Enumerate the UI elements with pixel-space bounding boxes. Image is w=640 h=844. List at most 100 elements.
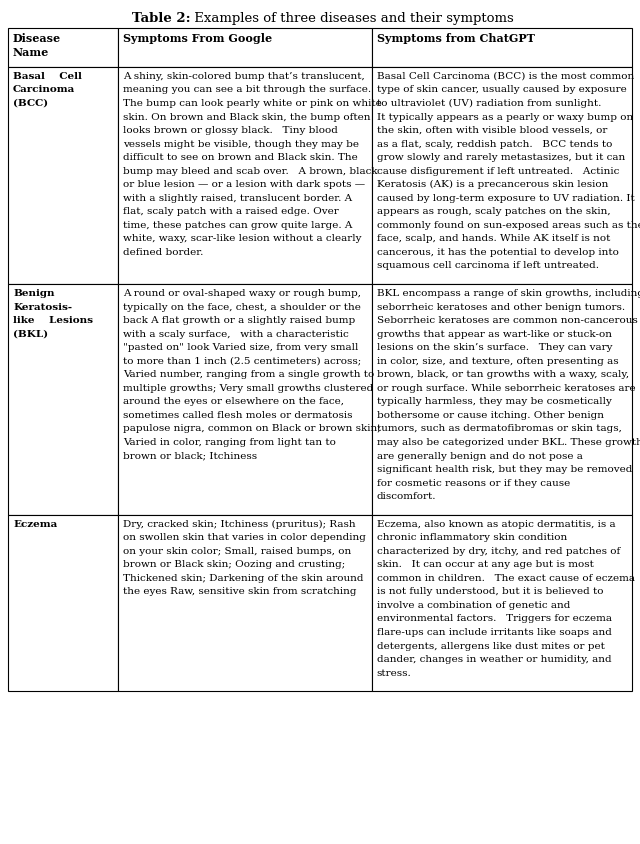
Text: with a slightly raised, translucent border. A: with a slightly raised, translucent bord… [123,194,352,203]
Text: discomfort.: discomfort. [377,492,436,501]
Text: common in children.   The exact cause of eczema: common in children. The exact cause of e… [377,574,635,583]
Bar [8,28,118,67]
Text: grow slowly and rarely metastasizes, but it can: grow slowly and rarely metastasizes, but… [377,153,625,162]
Text: seborrheic keratoses and other benign tumors.: seborrheic keratoses and other benign tu… [377,302,625,311]
Text: lesions on the skin’s surface.   They can vary: lesions on the skin’s surface. They can … [377,344,612,352]
Text: bump may bleed and scab over.   A brown, black: bump may bleed and scab over. A brown, b… [123,166,378,176]
Text: brown or black; Itchiness: brown or black; Itchiness [123,452,257,461]
Text: Symptoms from ChatGPT: Symptoms from ChatGPT [377,33,534,44]
Text: to more than 1 inch (2.5 centimeters) across;: to more than 1 inch (2.5 centimeters) ac… [123,357,368,365]
Text: around the eyes or elsewhere on the face,: around the eyes or elsewhere on the face… [123,398,344,406]
Text: bothersome or cause itching. Other benign: bothersome or cause itching. Other benig… [377,411,604,419]
Text: BKL encompass a range of skin growths, including: BKL encompass a range of skin growths, i… [377,289,640,298]
Text: is not fully understood, but it is believed to: is not fully understood, but it is belie… [377,587,603,597]
Bar [118,67,372,284]
Text: Basal Cell Carcinoma (BCC) is the most common: Basal Cell Carcinoma (BCC) is the most c… [377,72,634,81]
Text: (BCC): (BCC) [13,99,48,108]
Text: Name: Name [13,47,49,58]
Text: meaning you can see a bit through the surface.: meaning you can see a bit through the su… [123,85,378,95]
Text: multiple growths; Very small growths clustered: multiple growths; Very small growths clu… [123,384,373,392]
Text: for cosmetic reasons or if they cause: for cosmetic reasons or if they cause [377,479,570,488]
Text: are generally benign and do not pose a: are generally benign and do not pose a [377,452,582,461]
Text: Keratosis-: Keratosis- [13,302,72,311]
Text: (BKL): (BKL) [13,330,48,338]
Text: cancerous, it has the potential to develop into: cancerous, it has the potential to devel… [377,248,618,257]
Text: Varied in color, ranging from light tan to: Varied in color, ranging from light tan … [123,438,336,447]
Text: Dry, cracked skin; Itchiness (pruritus); Rash: Dry, cracked skin; Itchiness (pruritus);… [123,520,356,529]
Text: growths that appear as wart-like or stuck-on: growths that appear as wart-like or stuc… [377,330,612,338]
Text: It typically appears as a pearly or waxy bump on: It typically appears as a pearly or waxy… [377,112,633,122]
Text: Disease: Disease [13,33,61,44]
Text: typically on the face, chest, a shoulder or the: typically on the face, chest, a shoulder… [123,302,361,311]
Text: vessels might be visible, though they may be: vessels might be visible, though they ma… [123,139,359,149]
Text: significant health risk, but they may be removed: significant health risk, but they may be… [377,465,632,474]
Text: A shiny, skin-colored bump that’s translucent,: A shiny, skin-colored bump that’s transl… [123,72,365,81]
Bar [118,515,372,691]
Text: Seborrheic keratoses are common non-cancerous: Seborrheic keratoses are common non-canc… [377,316,637,325]
Text: commonly found on sun-exposed areas such as the: commonly found on sun-exposed areas such… [377,221,640,230]
Text: the eyes Raw, sensitive skin from scratching: the eyes Raw, sensitive skin from scratc… [123,587,356,597]
Text: face, scalp, and hands. While AK itself is not: face, scalp, and hands. While AK itself … [377,235,610,243]
Text: environmental factors.   Triggers for eczema: environmental factors. Triggers for ecze… [377,614,612,624]
Text: The bump can look pearly white or pink on white: The bump can look pearly white or pink o… [123,99,382,108]
Text: defined border.: defined border. [123,248,204,257]
Text: cause disfigurement if left untreated.   Actinic: cause disfigurement if left untreated. A… [377,166,619,176]
Text: detergents, allergens like dust mites or pet: detergents, allergens like dust mites or… [377,641,605,651]
Text: involve a combination of genetic and: involve a combination of genetic and [377,601,570,610]
Text: Examples of three diseases and their symptoms: Examples of three diseases and their sym… [190,12,514,25]
Text: flare-ups can include irritants like soaps and: flare-ups can include irritants like soa… [377,628,612,637]
Text: as a flat, scaly, reddish patch.   BCC tends to: as a flat, scaly, reddish patch. BCC ten… [377,139,612,149]
Text: Basal    Cell: Basal Cell [13,72,82,81]
Text: Keratosis (AK) is a precancerous skin lesion: Keratosis (AK) is a precancerous skin le… [377,181,608,189]
Text: on swollen skin that varies in color depending: on swollen skin that varies in color dep… [123,533,366,542]
Text: Varied number, ranging from a single growth to: Varied number, ranging from a single gro… [123,371,374,379]
Text: may also be categorized under BKL. These growths: may also be categorized under BKL. These… [377,438,640,447]
Bar [8,67,118,284]
Text: sometimes called flesh moles or dermatosis: sometimes called flesh moles or dermatos… [123,411,353,419]
Text: type of skin cancer, usually caused by exposure: type of skin cancer, usually caused by e… [377,85,627,95]
Text: brown, black, or tan growths with a waxy, scaly,: brown, black, or tan growths with a waxy… [377,371,628,379]
Text: Thickened skin; Darkening of the skin around: Thickened skin; Darkening of the skin ar… [123,574,364,583]
Text: tumors, such as dermatofibromas or skin tags,: tumors, such as dermatofibromas or skin … [377,425,621,434]
Text: Table 2:: Table 2: [131,12,190,25]
Text: skin. On brown and Black skin, the bump often: skin. On brown and Black skin, the bump … [123,112,371,122]
Text: or rough surface. While seborrheic keratoses are: or rough surface. While seborrheic kerat… [377,384,636,392]
Text: in color, size, and texture, often presenting as: in color, size, and texture, often prese… [377,357,618,365]
Text: chronic inflammatory skin condition: chronic inflammatory skin condition [377,533,567,542]
Text: looks brown or glossy black.   Tiny blood: looks brown or glossy black. Tiny blood [123,126,338,135]
Bar [8,284,118,515]
Text: Benign: Benign [13,289,54,298]
Text: white, waxy, scar-like lesion without a clearly: white, waxy, scar-like lesion without a … [123,235,362,243]
Text: stress.: stress. [377,668,412,678]
Text: skin.   It can occur at any age but is most: skin. It can occur at any age but is mos… [377,560,593,570]
Text: A round or oval-shaped waxy or rough bump,: A round or oval-shaped waxy or rough bum… [123,289,361,298]
Text: typically harmless, they may be cosmetically: typically harmless, they may be cosmetic… [377,398,612,406]
Text: papulose nigra, common on Black or brown skin;: papulose nigra, common on Black or brown… [123,425,381,434]
Text: difficult to see on brown and Black skin. The: difficult to see on brown and Black skin… [123,153,358,162]
Text: appears as rough, scaly patches on the skin,: appears as rough, scaly patches on the s… [377,208,611,216]
Bar [372,67,632,284]
Text: squamous cell carcinoma if left untreated.: squamous cell carcinoma if left untreate… [377,262,598,270]
Text: time, these patches can grow quite large. A: time, these patches can grow quite large… [123,221,353,230]
Bar [118,28,372,67]
Bar [372,515,632,691]
Text: like    Lesions: like Lesions [13,316,93,325]
Text: to ultraviolet (UV) radiation from sunlight.: to ultraviolet (UV) radiation from sunli… [377,99,607,108]
Text: on your skin color; Small, raised bumps, on: on your skin color; Small, raised bumps,… [123,547,351,555]
Bar [8,515,118,691]
Text: Eczema: Eczema [13,520,57,528]
Text: back A flat growth or a slightly raised bump: back A flat growth or a slightly raised … [123,316,355,325]
Text: characterized by dry, itchy, and red patches of: characterized by dry, itchy, and red pat… [377,547,620,555]
Bar [372,284,632,515]
Text: Eczema, also known as atopic dermatitis, is a: Eczema, also known as atopic dermatitis,… [377,520,615,528]
Bar [372,28,632,67]
Text: flat, scaly patch with a raised edge. Over: flat, scaly patch with a raised edge. Ov… [123,208,339,216]
Text: brown or Black skin; Oozing and crusting;: brown or Black skin; Oozing and crusting… [123,560,346,570]
Text: the skin, often with visible blood vessels, or: the skin, often with visible blood vesse… [377,126,607,135]
Text: "pasted on" look Varied size, from very small: "pasted on" look Varied size, from very … [123,344,358,352]
Text: Symptoms From Google: Symptoms From Google [123,33,272,44]
Text: or blue lesion — or a lesion with dark spots —: or blue lesion — or a lesion with dark s… [123,181,365,189]
Bar [118,284,372,515]
Text: caused by long-term exposure to UV radiation. It: caused by long-term exposure to UV radia… [377,194,634,203]
Text: Carcinoma: Carcinoma [13,85,76,95]
